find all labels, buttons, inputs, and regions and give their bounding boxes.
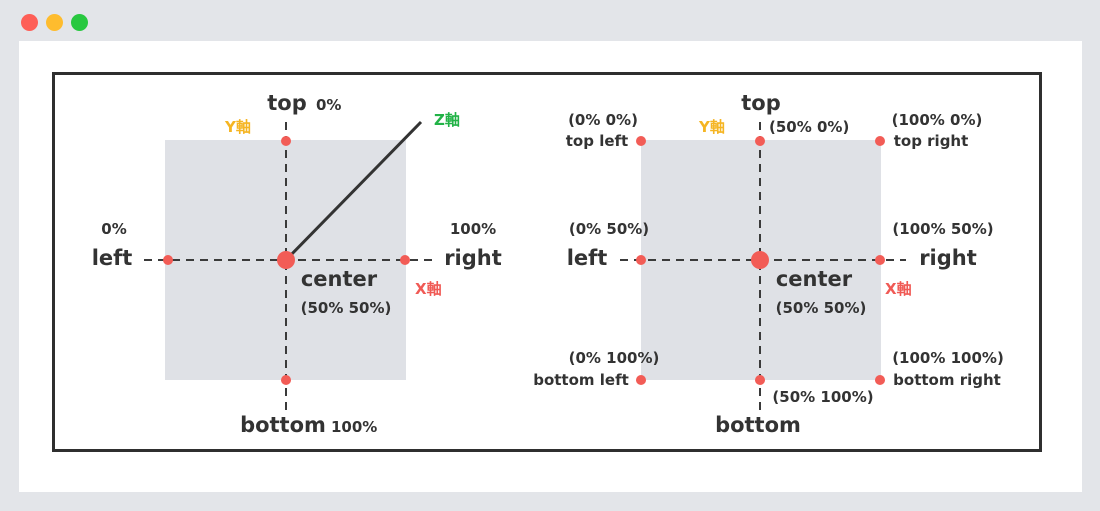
right-right-center-point [875, 255, 885, 265]
right-top-center-value: (50% 0%) [769, 118, 849, 136]
left-bottom-label: bottom [240, 413, 326, 437]
right-center-point [751, 251, 769, 269]
left-diagram: top 0% Y軸 Z軸 0% left 100% right center (… [92, 91, 502, 437]
right-bottom-left-label: bottom left [533, 371, 629, 389]
right-bottom-right-point [875, 375, 885, 385]
right-top-right-value: (100% 0%) [892, 111, 983, 129]
right-bottom-left-value: (0% 100%) [569, 349, 660, 367]
left-top-value: 0% [316, 96, 341, 114]
left-right-label: right [444, 246, 502, 270]
left-x-axis-label: X軸 [415, 280, 442, 298]
right-left-center-value: (0% 50%) [569, 220, 649, 238]
right-bottom-center-point [755, 375, 765, 385]
right-left-center-point [636, 255, 646, 265]
right-top-left-point [636, 136, 646, 146]
left-right-point [400, 255, 410, 265]
left-top-label: top [267, 91, 307, 115]
right-top-right-label: top right [894, 132, 969, 150]
right-x-axis-label: X軸 [885, 280, 912, 298]
right-bottom-label: bottom [715, 413, 801, 437]
left-bottom-value: 100% [331, 418, 377, 436]
right-top-left-value: (0% 0%) [568, 111, 638, 129]
left-bottom-point [281, 375, 291, 385]
right-bottom-right-label: bottom right [893, 371, 1001, 389]
window-close-button[interactable] [21, 14, 38, 31]
left-center-point [277, 251, 295, 269]
left-y-axis-label: Y軸 [224, 118, 251, 136]
left-right-value: 100% [450, 220, 496, 238]
right-right-center-value: (100% 50%) [892, 220, 993, 238]
left-center-value: (50% 50%) [301, 299, 392, 317]
left-top-point [281, 136, 291, 146]
right-bottom-left-point [636, 375, 646, 385]
right-bottom-right-value: (100% 100%) [892, 349, 1004, 367]
right-left-label: left [567, 246, 608, 270]
right-right-label: right [919, 246, 977, 270]
left-left-value: 0% [101, 220, 126, 238]
right-y-axis-label: Y軸 [698, 118, 725, 136]
right-top-label: top [741, 91, 781, 115]
right-diagram: top Y軸 (50% 0%) (0% 0%) top left (100% 0… [533, 91, 1004, 437]
left-left-label: left [92, 246, 133, 270]
right-top-left-label: top left [566, 132, 628, 150]
right-bottom-center-value: (50% 100%) [772, 388, 873, 406]
left-z-axis-label: Z軸 [434, 111, 460, 129]
right-top-center-point [755, 136, 765, 146]
window-minimize-button[interactable] [46, 14, 63, 31]
right-top-right-point [875, 136, 885, 146]
left-z-axis-line [284, 120, 423, 262]
right-center-value: (50% 50%) [776, 299, 867, 317]
left-center-label: center [301, 267, 378, 291]
window-maximize-button[interactable] [71, 14, 88, 31]
right-center-label: center [776, 267, 853, 291]
left-left-point [163, 255, 173, 265]
diagram-frame [52, 72, 1042, 452]
